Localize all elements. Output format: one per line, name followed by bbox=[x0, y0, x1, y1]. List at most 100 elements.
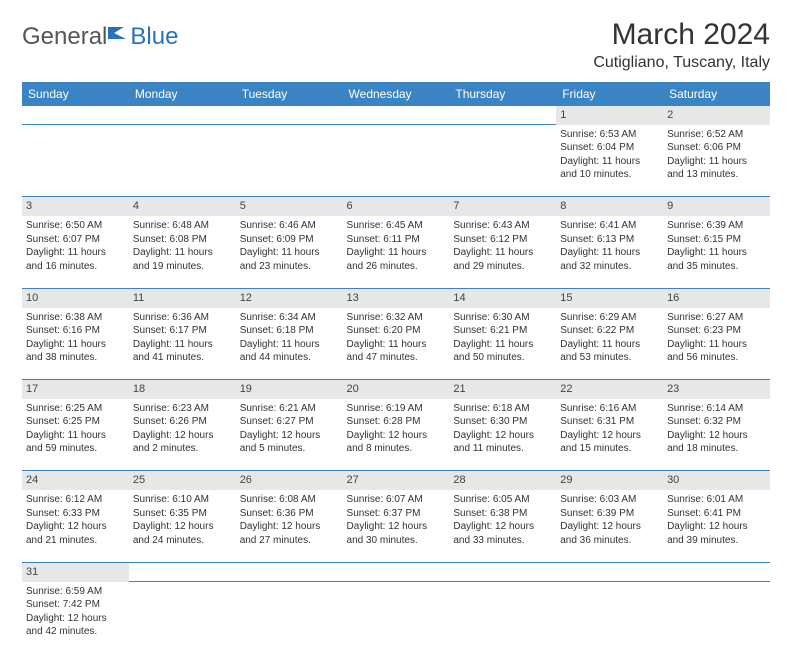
daynum-row: 31 bbox=[22, 562, 770, 581]
day-cell: Sunrise: 6:08 AMSunset: 6:36 PMDaylight:… bbox=[236, 490, 343, 562]
day-number: 14 bbox=[449, 288, 556, 307]
sunset-text: Sunset: 6:16 PM bbox=[26, 324, 125, 338]
weekday-header: Wednesday bbox=[343, 82, 450, 106]
location: Cutigliano, Tuscany, Italy bbox=[593, 54, 770, 72]
sunrise-text: Sunrise: 6:23 AM bbox=[133, 402, 232, 416]
sunset-text: Sunset: 6:36 PM bbox=[240, 507, 339, 521]
daylight-text: Daylight: 12 hours and 33 minutes. bbox=[453, 520, 552, 547]
day-number: 27 bbox=[343, 471, 450, 490]
day-cell bbox=[343, 125, 450, 197]
day-number: 5 bbox=[236, 197, 343, 216]
day-number: 21 bbox=[449, 380, 556, 399]
sunset-text: Sunset: 6:23 PM bbox=[667, 324, 766, 338]
title-block: March 2024 Cutigliano, Tuscany, Italy bbox=[593, 18, 770, 72]
logo-text-2: Blue bbox=[130, 23, 178, 51]
sunset-text: Sunset: 6:15 PM bbox=[667, 233, 766, 247]
day-number: 9 bbox=[663, 197, 770, 216]
day-cell bbox=[343, 582, 450, 654]
sunrise-text: Sunrise: 6:19 AM bbox=[347, 402, 446, 416]
day-detail-row: Sunrise: 6:53 AMSunset: 6:04 PMDaylight:… bbox=[22, 125, 770, 197]
daylight-text: Daylight: 11 hours and 41 minutes. bbox=[133, 338, 232, 365]
sunset-text: Sunset: 6:32 PM bbox=[667, 415, 766, 429]
daynum-row: 17181920212223 bbox=[22, 380, 770, 399]
day-cell bbox=[236, 582, 343, 654]
logo: General Blue bbox=[22, 18, 178, 51]
sunset-text: Sunset: 6:33 PM bbox=[26, 507, 125, 521]
sunset-text: Sunset: 6:12 PM bbox=[453, 233, 552, 247]
sunrise-text: Sunrise: 6:14 AM bbox=[667, 402, 766, 416]
day-number: 19 bbox=[236, 380, 343, 399]
sunset-text: Sunset: 6:07 PM bbox=[26, 233, 125, 247]
day-cell: Sunrise: 6:14 AMSunset: 6:32 PMDaylight:… bbox=[663, 399, 770, 471]
day-cell: Sunrise: 6:16 AMSunset: 6:31 PMDaylight:… bbox=[556, 399, 663, 471]
daylight-text: Daylight: 12 hours and 18 minutes. bbox=[667, 429, 766, 456]
sunset-text: Sunset: 6:20 PM bbox=[347, 324, 446, 338]
sunrise-text: Sunrise: 6:59 AM bbox=[26, 585, 125, 599]
sunrise-text: Sunrise: 6:39 AM bbox=[667, 219, 766, 233]
page-title: March 2024 bbox=[593, 18, 770, 52]
daynum-row: 3456789 bbox=[22, 197, 770, 216]
sunset-text: Sunset: 6:13 PM bbox=[560, 233, 659, 247]
sunrise-text: Sunrise: 6:52 AM bbox=[667, 128, 766, 142]
day-cell bbox=[556, 582, 663, 654]
daylight-text: Daylight: 11 hours and 26 minutes. bbox=[347, 246, 446, 273]
daylight-text: Daylight: 11 hours and 10 minutes. bbox=[560, 155, 659, 182]
sunset-text: Sunset: 6:18 PM bbox=[240, 324, 339, 338]
day-number bbox=[449, 562, 556, 581]
weekday-header: Thursday bbox=[449, 82, 556, 106]
sunrise-text: Sunrise: 6:25 AM bbox=[26, 402, 125, 416]
sunset-text: Sunset: 6:22 PM bbox=[560, 324, 659, 338]
weekday-header: Friday bbox=[556, 82, 663, 106]
day-cell: Sunrise: 6:29 AMSunset: 6:22 PMDaylight:… bbox=[556, 308, 663, 380]
sunrise-text: Sunrise: 6:32 AM bbox=[347, 311, 446, 325]
sunset-text: Sunset: 6:35 PM bbox=[133, 507, 232, 521]
day-number: 20 bbox=[343, 380, 450, 399]
day-number: 31 bbox=[22, 562, 129, 581]
daylight-text: Daylight: 12 hours and 15 minutes. bbox=[560, 429, 659, 456]
day-cell bbox=[129, 125, 236, 197]
sunrise-text: Sunrise: 6:01 AM bbox=[667, 493, 766, 507]
day-cell: Sunrise: 6:23 AMSunset: 6:26 PMDaylight:… bbox=[129, 399, 236, 471]
day-cell: Sunrise: 6:38 AMSunset: 6:16 PMDaylight:… bbox=[22, 308, 129, 380]
sunset-text: Sunset: 6:08 PM bbox=[133, 233, 232, 247]
daylight-text: Daylight: 12 hours and 36 minutes. bbox=[560, 520, 659, 547]
daylight-text: Daylight: 11 hours and 59 minutes. bbox=[26, 429, 125, 456]
daylight-text: Daylight: 12 hours and 2 minutes. bbox=[133, 429, 232, 456]
day-cell: Sunrise: 6:12 AMSunset: 6:33 PMDaylight:… bbox=[22, 490, 129, 562]
daylight-text: Daylight: 11 hours and 16 minutes. bbox=[26, 246, 125, 273]
day-cell: Sunrise: 6:05 AMSunset: 6:38 PMDaylight:… bbox=[449, 490, 556, 562]
sunrise-text: Sunrise: 6:29 AM bbox=[560, 311, 659, 325]
day-number: 8 bbox=[556, 197, 663, 216]
sunrise-text: Sunrise: 6:53 AM bbox=[560, 128, 659, 142]
day-number bbox=[129, 106, 236, 125]
day-number: 25 bbox=[129, 471, 236, 490]
day-number bbox=[343, 562, 450, 581]
sunrise-text: Sunrise: 6:48 AM bbox=[133, 219, 232, 233]
weekday-header: Saturday bbox=[663, 82, 770, 106]
sunset-text: Sunset: 6:28 PM bbox=[347, 415, 446, 429]
day-detail-row: Sunrise: 6:38 AMSunset: 6:16 PMDaylight:… bbox=[22, 308, 770, 380]
sunrise-text: Sunrise: 6:10 AM bbox=[133, 493, 232, 507]
day-cell: Sunrise: 6:27 AMSunset: 6:23 PMDaylight:… bbox=[663, 308, 770, 380]
daylight-text: Daylight: 12 hours and 8 minutes. bbox=[347, 429, 446, 456]
sunset-text: Sunset: 6:37 PM bbox=[347, 507, 446, 521]
sunrise-text: Sunrise: 6:34 AM bbox=[240, 311, 339, 325]
day-number: 4 bbox=[129, 197, 236, 216]
daylight-text: Daylight: 11 hours and 47 minutes. bbox=[347, 338, 446, 365]
weekday-header: Sunday bbox=[22, 82, 129, 106]
day-cell bbox=[22, 125, 129, 197]
daylight-text: Daylight: 11 hours and 13 minutes. bbox=[667, 155, 766, 182]
sunset-text: Sunset: 6:04 PM bbox=[560, 141, 659, 155]
sunrise-text: Sunrise: 6:07 AM bbox=[347, 493, 446, 507]
daylight-text: Daylight: 11 hours and 19 minutes. bbox=[133, 246, 232, 273]
daylight-text: Daylight: 11 hours and 29 minutes. bbox=[453, 246, 552, 273]
day-number: 15 bbox=[556, 288, 663, 307]
daylight-text: Daylight: 12 hours and 42 minutes. bbox=[26, 612, 125, 639]
day-cell: Sunrise: 6:07 AMSunset: 6:37 PMDaylight:… bbox=[343, 490, 450, 562]
sunset-text: Sunset: 6:39 PM bbox=[560, 507, 659, 521]
day-cell: Sunrise: 6:36 AMSunset: 6:17 PMDaylight:… bbox=[129, 308, 236, 380]
day-cell: Sunrise: 6:45 AMSunset: 6:11 PMDaylight:… bbox=[343, 216, 450, 288]
day-number bbox=[343, 106, 450, 125]
sunset-text: Sunset: 6:11 PM bbox=[347, 233, 446, 247]
daynum-row: 10111213141516 bbox=[22, 288, 770, 307]
